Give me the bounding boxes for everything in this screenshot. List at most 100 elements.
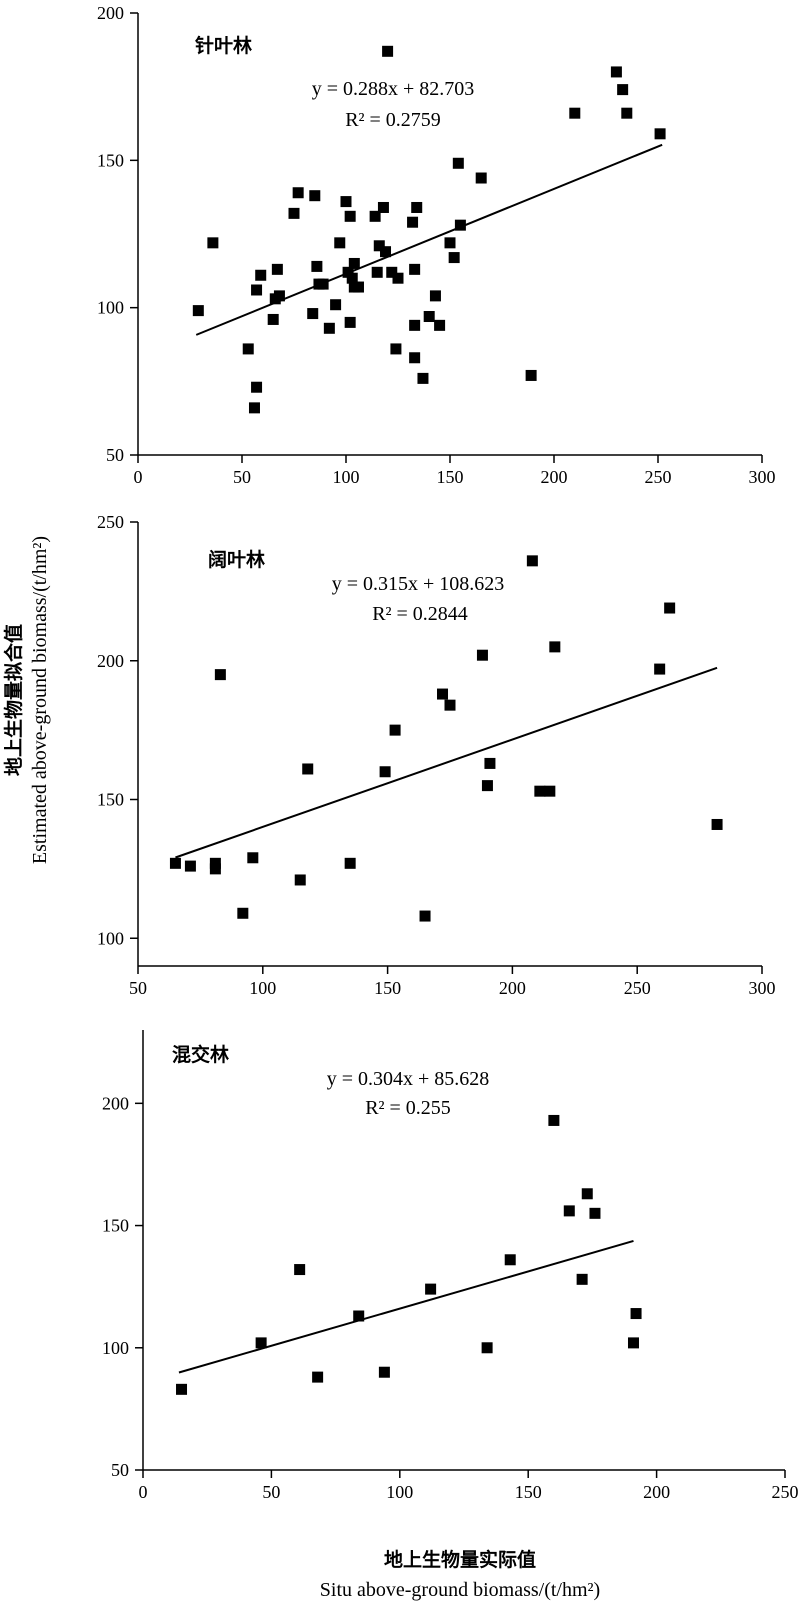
coniferous-data-point: [207, 237, 219, 249]
broadleaf-data-point: [534, 785, 546, 797]
coniferous-data-point: [610, 66, 622, 78]
broadleaf-data-point: [526, 555, 538, 567]
coniferous-data-point: [444, 237, 456, 249]
coniferous-data-point: [309, 190, 321, 202]
coniferous-data-point: [242, 343, 254, 355]
broadleaf-y-tick-label: 200: [97, 651, 124, 671]
coniferous-data-point: [475, 172, 487, 184]
broadleaf-y-tick-label: 100: [97, 928, 124, 948]
coniferous-data-point: [307, 308, 319, 320]
coniferous-data-point: [344, 210, 356, 222]
mixed-y-tick-label: 100: [102, 1338, 129, 1358]
coniferous-y-tick-label: 150: [97, 150, 124, 170]
mixed-data-point: [504, 1254, 516, 1266]
mixed-data-point: [312, 1371, 324, 1383]
broadleaf-data-point: [379, 766, 391, 778]
coniferous-data-point: [340, 196, 352, 208]
coniferous-x-tick-label: 300: [749, 467, 776, 487]
broadleaf-regression-equation: y = 0.315x + 108.623: [332, 573, 505, 595]
coniferous-data-point: [569, 107, 581, 119]
broadleaf-data-point: [389, 724, 401, 736]
broadleaf-data-point: [169, 857, 181, 869]
mixed-r-squared: R² = 0.255: [365, 1097, 451, 1119]
coniferous-data-point: [448, 252, 460, 264]
broadleaf-x-tick-label: 250: [624, 978, 651, 998]
coniferous-y-tick-label: 50: [106, 445, 124, 465]
coniferous-data-point: [390, 343, 402, 355]
broadleaf-x-tick-label: 150: [374, 978, 401, 998]
broadleaf-data-point: [209, 863, 221, 875]
broadleaf-y-tick-label: 250: [97, 512, 124, 532]
coniferous-x-tick-label: 50: [233, 467, 251, 487]
coniferous-regression-equation: y = 0.288x + 82.703: [312, 78, 475, 100]
mixed-data-point: [563, 1205, 575, 1217]
mixed-data-point: [378, 1366, 390, 1378]
broadleaf-data-point: [214, 669, 226, 681]
broadleaf-x-tick-label: 100: [249, 978, 276, 998]
coniferous-data-point: [267, 313, 279, 325]
panel-broadleaf: 100 150 200 250 50 100 150 200 250 300 阔叶林 y = 0.31…: [97, 512, 776, 998]
coniferous-r-squared: R² = 0.2759: [345, 109, 441, 131]
coniferous-data-point: [344, 316, 356, 328]
broadleaf-data-point: [344, 857, 356, 869]
coniferous-data-point: [423, 311, 435, 323]
coniferous-data-point: [288, 207, 300, 219]
mixed-x-tick-label: 250: [772, 1482, 799, 1502]
mixed-y-tick-label: 200: [102, 1093, 129, 1113]
panel-mixed: 50 100 150 200 0 50 100 150 200 250 混交林 y = 0.304x …: [102, 1030, 799, 1502]
y-axis-label-en: Estimated above-ground biomass/(t/hm²): [29, 536, 51, 864]
broadleaf-x-tick-label: 200: [499, 978, 526, 998]
x-axis-label-en: Situ above-ground biomass/(t/hm²): [320, 1579, 600, 1601]
y-axis-label-group: 地上生物量拟合值 Estimated above-ground biomass/…: [2, 536, 51, 864]
coniferous-data-point: [251, 381, 263, 393]
mixed-x-tick-label: 200: [643, 1482, 670, 1502]
broadleaf-panel-title: 阔叶林: [208, 548, 265, 571]
coniferous-data-point: [192, 305, 204, 317]
coniferous-y-tick-label: 200: [97, 3, 124, 23]
coniferous-data-point: [411, 201, 423, 213]
coniferous-x-tick-label: 150: [437, 467, 464, 487]
coniferous-data-point: [369, 210, 381, 222]
coniferous-data-point: [617, 84, 629, 96]
coniferous-data-point: [382, 45, 394, 57]
broadleaf-data-point: [184, 860, 196, 872]
coniferous-y-tick-label: 100: [97, 298, 124, 318]
coniferous-panel-title: 针叶林: [195, 34, 252, 57]
mixed-panel-title: 混交林: [172, 1043, 229, 1066]
coniferous-data-point: [271, 263, 283, 275]
broadleaf-data-point: [654, 663, 666, 675]
mixed-y-tick-label: 50: [111, 1460, 129, 1480]
mixed-x-tick-label: 0: [139, 1482, 148, 1502]
coniferous-data-point: [273, 290, 285, 302]
coniferous-data-point: [292, 187, 304, 199]
broadleaf-data-point: [481, 780, 493, 792]
coniferous-x-tick-label: 250: [645, 467, 672, 487]
coniferous-x-tick-label: 200: [541, 467, 568, 487]
coniferous-data-point: [621, 107, 633, 119]
coniferous-data-point: [654, 128, 666, 140]
coniferous-data-point: [409, 352, 421, 364]
broadleaf-data-point: [476, 649, 488, 661]
broadleaf-data-point: [711, 818, 723, 830]
broadleaf-data-point: [419, 910, 431, 922]
broadleaf-data-point: [237, 907, 249, 919]
coniferous-data-point: [348, 257, 360, 269]
broadleaf-y-tick-label: 150: [97, 790, 124, 810]
coniferous-data-point: [248, 402, 260, 414]
coniferous-data-point: [373, 240, 385, 252]
mixed-x-tick-label: 100: [386, 1482, 413, 1502]
mixed-data-point: [353, 1310, 365, 1322]
broadleaf-data-point: [484, 757, 496, 769]
mixed-x-tick-label: 50: [262, 1482, 280, 1502]
coniferous-data-point: [371, 266, 383, 278]
y-axis-label-cn: 地上生物量拟合值: [2, 624, 25, 776]
coniferous-data-point: [380, 246, 392, 258]
coniferous-data-point: [434, 319, 446, 331]
mixed-trend-line: [178, 1240, 634, 1374]
broadleaf-data-point: [444, 699, 456, 711]
coniferous-data-point: [334, 237, 346, 249]
coniferous-data-point: [255, 269, 267, 281]
coniferous-data-point: [525, 369, 537, 381]
mixed-regression-equation: y = 0.304x + 85.628: [327, 1068, 490, 1090]
